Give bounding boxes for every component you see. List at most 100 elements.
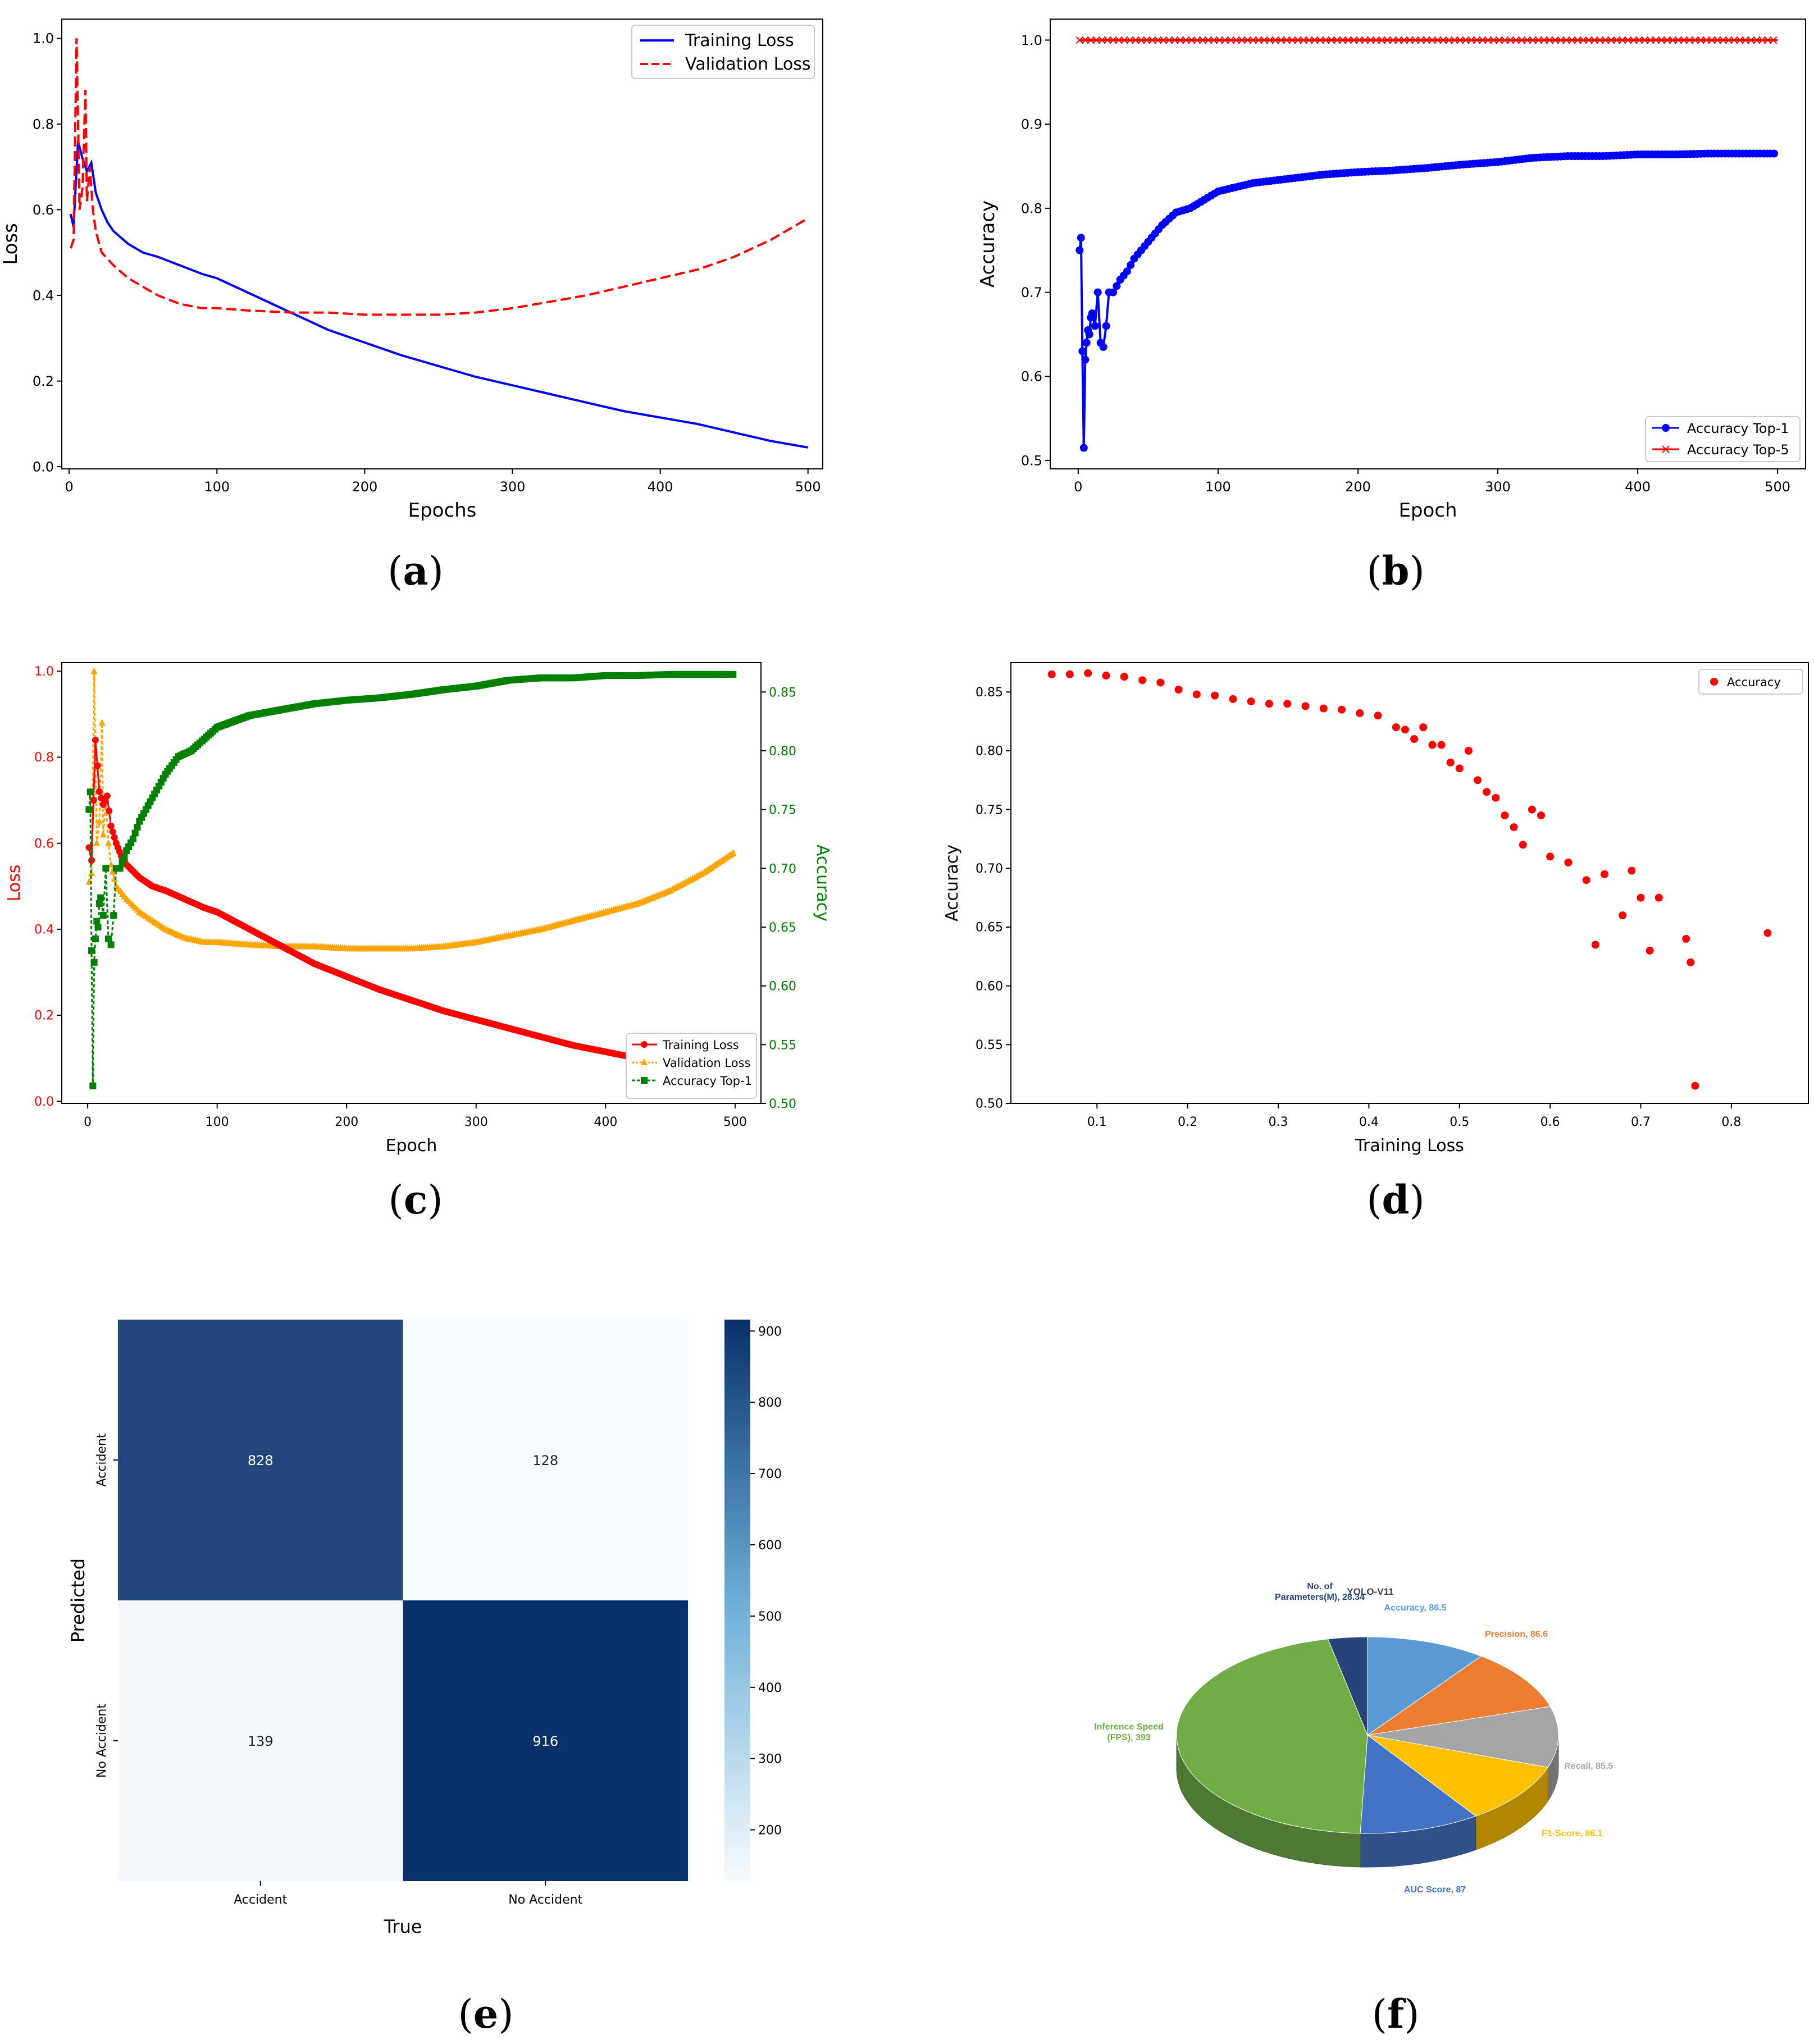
y-axis-label: Accuracy (977, 200, 999, 288)
marker-top5 (1098, 36, 1106, 44)
marker-top5 (1635, 36, 1643, 44)
marker-top5 (1708, 36, 1716, 44)
marker-top5 (1176, 36, 1184, 44)
marker-top1 (1075, 246, 1084, 254)
marker-top5 (1758, 36, 1766, 44)
heatmap-cell (403, 1320, 688, 1600)
marker-top5 (1624, 36, 1632, 44)
marker-top5 (1657, 36, 1666, 44)
x-tick-label: 300 (500, 479, 526, 495)
marker-top5 (1366, 36, 1375, 44)
plot-frame (61, 19, 823, 469)
marker-top5 (1764, 36, 1772, 44)
marker-top5 (1434, 36, 1442, 44)
marker-top5 (1406, 36, 1414, 44)
marker-top5 (1232, 36, 1240, 44)
marker-acc (89, 1082, 97, 1089)
colorbar-tick-label: 300 (758, 1753, 782, 1767)
marker-top5 (1451, 36, 1459, 44)
y2-tick-label: 0.75 (769, 804, 796, 818)
scatter-point (1301, 702, 1310, 710)
marker-top5 (1198, 36, 1207, 44)
marker-top5 (1104, 36, 1111, 44)
y-tick-label: 0.80 (976, 745, 1003, 759)
marker-top5 (1534, 36, 1542, 44)
legend-marker-acc (641, 1077, 648, 1084)
x-tick-label: 200 (352, 479, 377, 495)
marker-acc (134, 824, 141, 831)
scatter-point (1356, 709, 1364, 718)
colorbar-tick-label: 600 (758, 1539, 782, 1553)
x-tick-label: 500 (723, 1115, 747, 1129)
marker-top5 (1187, 36, 1196, 44)
marker-top5 (1423, 36, 1430, 44)
x-axis-label: Epoch (386, 1136, 437, 1156)
scatter-point (1437, 741, 1446, 749)
scatter-point (1546, 852, 1555, 861)
marker-top5 (1428, 36, 1436, 44)
marker-top5 (1736, 36, 1744, 44)
scatter-point (1401, 726, 1409, 734)
y-tick-label: 0.0 (34, 1095, 54, 1109)
marker-top5 (1238, 36, 1246, 44)
scatter-point (1519, 841, 1527, 849)
scatter-point (1247, 697, 1255, 706)
pie-slice (1176, 1639, 1368, 1834)
marker-top5 (1075, 36, 1084, 44)
y-tick-label: 0.55 (976, 1038, 1003, 1052)
marker-val (99, 831, 107, 838)
marker-top1 (1123, 267, 1131, 276)
x-tick-label: 0.2 (1178, 1115, 1197, 1129)
chart-c: 0 100 200 300 400 500 0.0 0.2 0.4 0.6 0.8 1.0 Epoch L… (4, 662, 832, 1156)
marker-top5 (1501, 36, 1509, 44)
marker-top5 (1753, 36, 1761, 44)
marker-top1 (1079, 444, 1088, 452)
marker-acc (116, 865, 124, 872)
scatter-point (1564, 858, 1573, 866)
marker-top5 (1411, 36, 1419, 44)
y-tick-label: 0.75 (976, 803, 1003, 817)
marker-acc (131, 829, 139, 837)
marker-top5 (1154, 36, 1162, 44)
marker-top1 (1077, 234, 1085, 242)
scatter-point (1156, 678, 1165, 687)
marker-val (98, 719, 106, 726)
marker-top5 (1596, 36, 1604, 44)
marker-top5 (1215, 36, 1224, 44)
marker-top5 (1484, 36, 1492, 44)
marker-top5 (1697, 36, 1704, 44)
marker-acc (99, 912, 107, 919)
heatmap-value: 139 (248, 1733, 274, 1749)
x-tick-label: 100 (204, 479, 230, 495)
x-tick-label: 0.4 (1359, 1115, 1379, 1129)
scatter-point (1483, 788, 1491, 796)
legend-marker-val (641, 1058, 648, 1065)
y-tick-label: 0.2 (33, 373, 54, 389)
y-tick-label: 1.0 (33, 31, 54, 47)
marker-top5 (1204, 36, 1213, 44)
marker-top5 (1092, 36, 1100, 44)
x-tick-label: 500 (1765, 479, 1790, 495)
marker-acc (90, 959, 98, 966)
marker-acc (97, 894, 104, 901)
marker-top5 (1109, 36, 1117, 44)
marker-val (107, 860, 115, 868)
marker-top5 (1120, 36, 1128, 44)
marker-val (109, 868, 116, 875)
chart-a: 0 100 200 300 400 500 0.0 0.2 0.4 0.6 0.8 1.0 Epochs… (0, 19, 823, 522)
marker-top5 (1529, 36, 1537, 44)
legend-box (1698, 669, 1803, 695)
pie-label: F1-Score, 86.1 (1542, 1829, 1603, 1838)
marker-top5 (1523, 36, 1532, 44)
marker-top5 (1747, 36, 1755, 44)
pie-label: Accuracy, 86.5 (1384, 1603, 1447, 1613)
y-category-label: No Accident (95, 1704, 109, 1778)
x-tick-label: 200 (1345, 479, 1371, 495)
legend-label-top1: Accuracy Top-1 (1687, 421, 1789, 436)
x-tick-label: 0.3 (1269, 1115, 1288, 1129)
marker-val (95, 818, 103, 825)
marker-top5 (1489, 36, 1498, 44)
legend-marker-accuracy (1710, 678, 1718, 686)
x-tick-label: 0.8 (1721, 1115, 1741, 1129)
marker-top5 (1646, 36, 1655, 44)
